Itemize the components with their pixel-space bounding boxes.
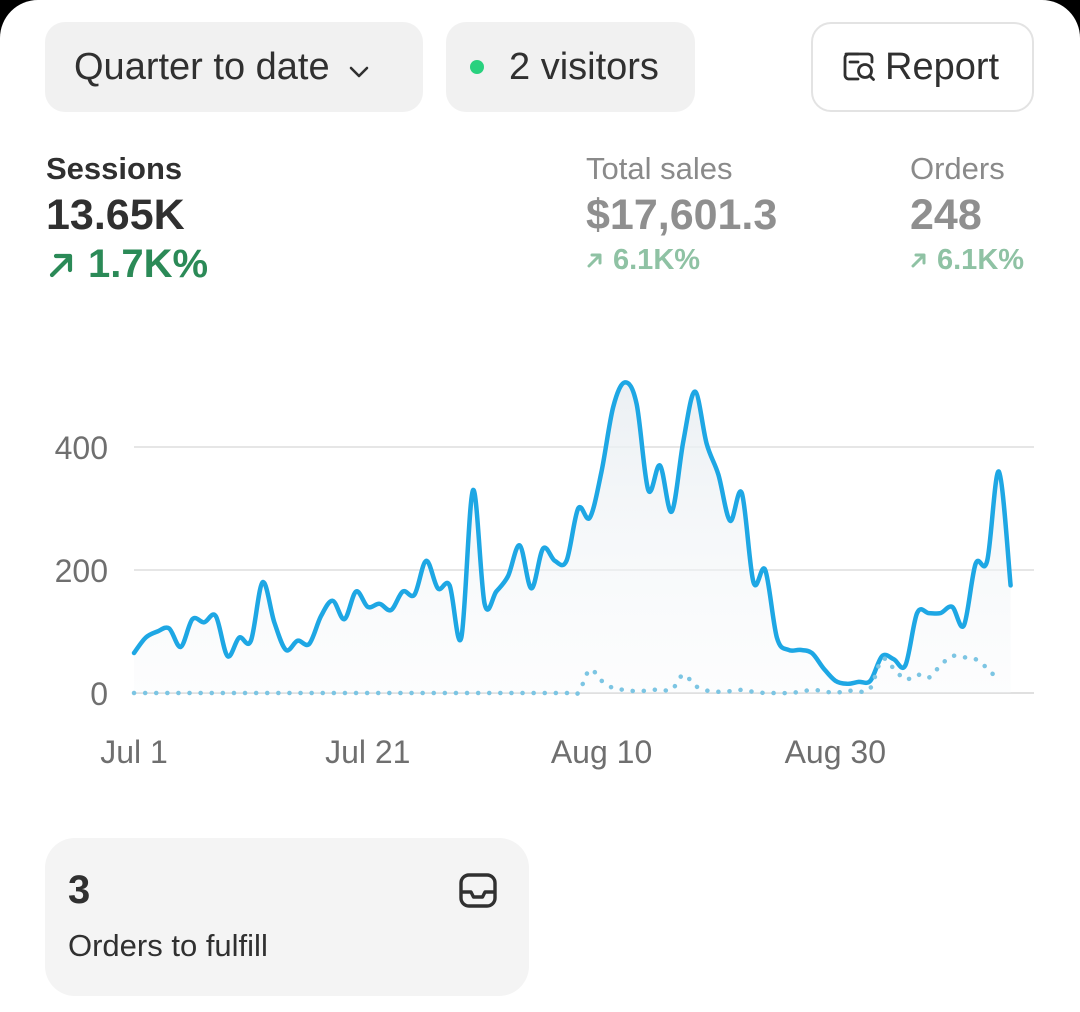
y-tick-label: 0 bbox=[90, 676, 108, 712]
sessions-line-chart[interactable]: 0 200 400 Jul 1 Jul 21 Aug 10 Aug 30 bbox=[0, 330, 1080, 800]
live-visitors-button[interactable]: 2 visitors bbox=[446, 22, 695, 112]
y-tick-label: 200 bbox=[55, 553, 108, 589]
inbox-icon bbox=[458, 871, 498, 916]
total-sales-metric[interactable]: Total sales $17,601.3 6.1K% bbox=[586, 150, 777, 277]
period-label: Quarter to date bbox=[74, 45, 330, 88]
x-tick-label: Jul 1 bbox=[100, 734, 168, 770]
sessions-delta-value: 1.7K% bbox=[88, 242, 209, 286]
arrow-up-right-icon bbox=[910, 252, 927, 269]
x-tick-label: Aug 10 bbox=[551, 734, 652, 770]
chevron-down-icon bbox=[348, 46, 370, 89]
sessions-current-line[interactable] bbox=[131, 380, 1013, 687]
sessions-metric[interactable]: Sessions 13.65K 1.7K% bbox=[46, 150, 208, 287]
total-sales-value: $17,601.3 bbox=[586, 191, 778, 239]
report-button[interactable]: Report bbox=[811, 22, 1034, 112]
orders-label: Orders bbox=[910, 151, 1005, 186]
report-label: Report bbox=[885, 45, 1000, 88]
report-search-icon bbox=[841, 49, 877, 85]
sessions-delta: 1.7K% bbox=[46, 242, 208, 287]
period-selector[interactable]: Quarter to date bbox=[45, 22, 423, 112]
x-tick-label: Jul 21 bbox=[325, 734, 410, 770]
sessions-label: Sessions bbox=[46, 151, 183, 186]
orders-delta-value: 6.1K% bbox=[937, 244, 1025, 276]
visitors-label: 2 visitors bbox=[509, 45, 659, 88]
y-tick-label: 400 bbox=[55, 430, 108, 466]
x-tick-label: Aug 30 bbox=[785, 734, 886, 770]
arrow-up-right-icon bbox=[46, 250, 76, 280]
arrow-up-right-icon bbox=[586, 252, 603, 269]
live-status-dot bbox=[470, 60, 484, 74]
orders-metric[interactable]: Orders 248 6.1K% bbox=[910, 150, 1024, 277]
total-sales-delta-value: 6.1K% bbox=[613, 244, 701, 276]
orders-value: 248 bbox=[910, 191, 982, 239]
total-sales-delta: 6.1K% bbox=[586, 244, 777, 277]
sessions-value: 13.65K bbox=[46, 191, 185, 239]
sessions-comparison-line[interactable] bbox=[131, 653, 1002, 697]
orders-to-fulfill-label: Orders to fulfill bbox=[68, 928, 268, 963]
orders-delta: 6.1K% bbox=[910, 244, 1024, 277]
total-sales-label: Total sales bbox=[586, 151, 733, 186]
orders-to-fulfill-card[interactable]: 3 Orders to fulfill bbox=[45, 838, 529, 996]
orders-to-fulfill-count: 3 bbox=[68, 868, 91, 912]
